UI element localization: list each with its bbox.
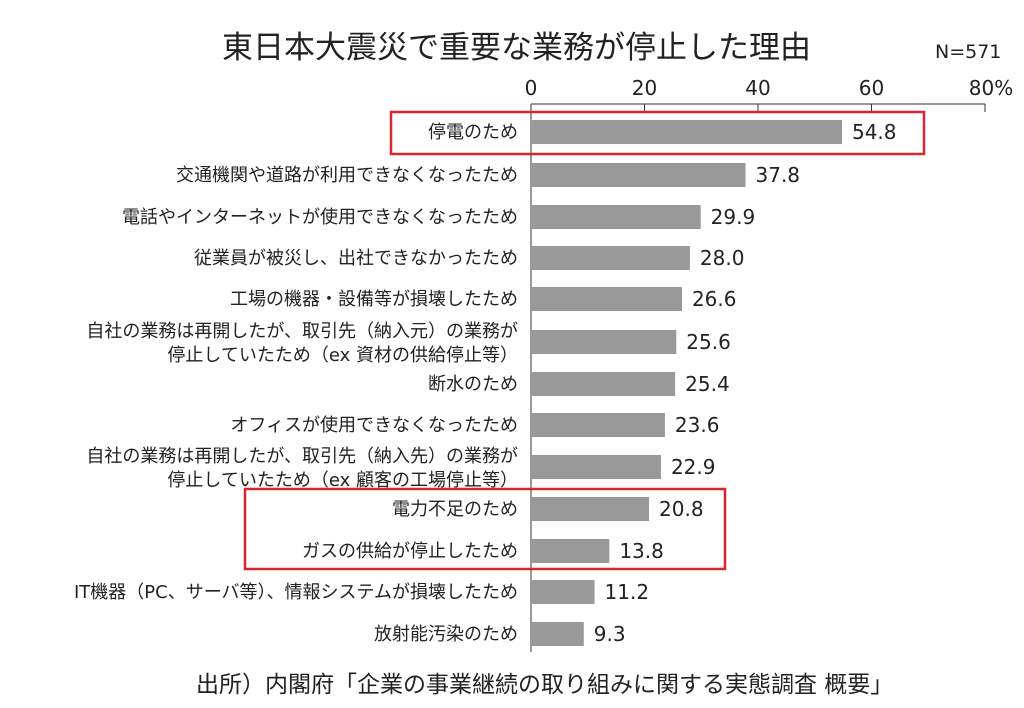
bar (531, 622, 584, 646)
value-label: 28.0 (700, 246, 745, 270)
chart-title: 東日本大震災で重要な業務が停止した理由 (222, 30, 811, 66)
value-label: 20.8 (659, 497, 704, 521)
value-label: 25.4 (685, 372, 730, 396)
sample-size: N=571 (935, 41, 1001, 63)
bar (531, 539, 610, 563)
category-label: 交通機関や道路が利用できなくなったため (176, 165, 518, 186)
bar (531, 330, 677, 354)
x-tick-label: 80% (969, 76, 1013, 100)
category-label: IT機器（PC、サーバ等）、情報システムが損壊したため (74, 582, 518, 603)
category-label: 停電のため (428, 122, 518, 143)
category-label: 電力不足のため (392, 499, 518, 520)
bar (531, 205, 701, 229)
value-label: 22.9 (671, 455, 716, 479)
value-label: 26.6 (692, 287, 737, 311)
value-label: 54.8 (852, 120, 897, 144)
highlight-boxes (243, 110, 926, 571)
bars: 54.8 停電のため 37.8 交通機関や道路が利用できなくなったため 29.9 電話やイ… (74, 120, 897, 646)
highlight-box (243, 487, 727, 571)
category-label: 自社の業務は再開したが、取引先（納入元）の業務が (86, 321, 518, 342)
category-label: 停止していたため（ex 資材の供給停止等） (167, 345, 518, 366)
value-label: 23.6 (675, 413, 720, 437)
category-label: オフィスが使用できなくなったため (230, 415, 518, 436)
x-tick-label: 40 (745, 76, 770, 100)
value-label: 13.8 (619, 539, 664, 563)
category-label: 停止していたため（ex 顧客の工場停止等） (167, 470, 518, 491)
bar (531, 287, 682, 311)
bar (531, 163, 746, 187)
bar (531, 497, 650, 521)
x-tick-label: 0 (525, 76, 538, 100)
bar (531, 372, 676, 396)
category-label: 電話やインターネットが使用できなくなったため (122, 207, 518, 228)
category-label: 放射能汚染のため (374, 624, 518, 645)
value-label: 37.8 (756, 163, 801, 187)
value-label: 29.9 (711, 205, 756, 229)
category-label: 断水のため (428, 374, 518, 395)
category-label: 工場の機器・設備等が損壊したため (230, 289, 518, 310)
category-label: 自社の業務は再開したが、取引先（納入先）の業務が (86, 446, 518, 467)
category-label: 従業員が被災し、出社できなかったため (194, 248, 518, 269)
bar (531, 246, 690, 270)
x-tick-label: 60 (859, 76, 884, 100)
x-tick-label: 20 (632, 76, 657, 100)
value-label: 25.6 (686, 330, 731, 354)
bar (531, 413, 665, 437)
category-label: ガスの供給が停止したため (302, 541, 518, 562)
source-note: 出所）内閣府「企業の事業継続の取り組みに関する実態調査 概要」 (196, 672, 893, 698)
bar (531, 580, 595, 604)
value-label: 11.2 (605, 580, 650, 604)
bar (531, 120, 842, 144)
bar (531, 455, 661, 479)
value-label: 9.3 (594, 622, 626, 646)
highlight-box (389, 110, 926, 156)
